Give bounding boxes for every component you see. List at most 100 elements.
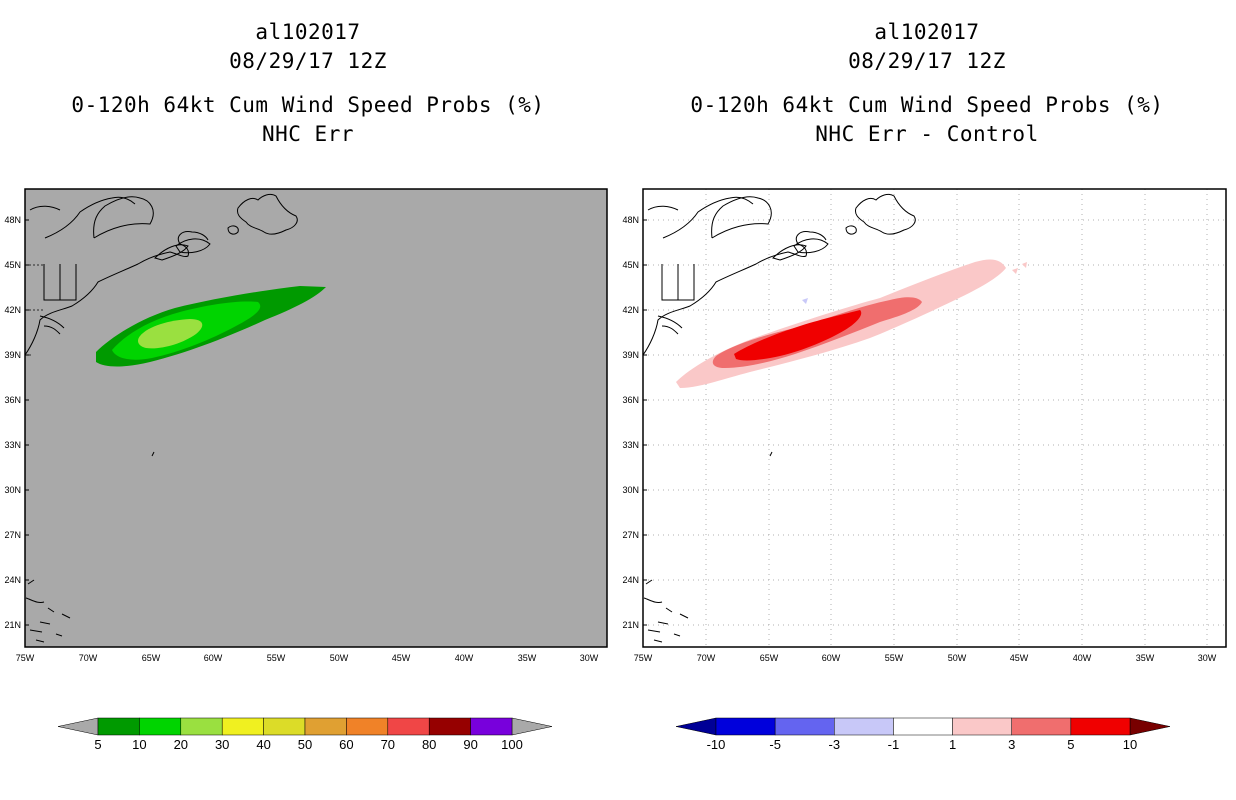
lon-tick-label: 40W <box>1073 653 1092 663</box>
right-colorbar: -10 -5 -3 -1 1 3 5 10 <box>675 717 1171 752</box>
right-map-background <box>643 189 1226 647</box>
left-map-frame <box>24 188 608 648</box>
lon-tick-label: 35W <box>518 653 537 663</box>
right-lon-axis: 75W 70W 65W 60W 55W 50W 45W 40W 35W 30W <box>634 653 1217 663</box>
lon-tick-label: 55W <box>267 653 286 663</box>
colorbar-swatch <box>139 717 182 736</box>
colorbar-swatch <box>346 717 389 736</box>
left-lat-axis: 48N 45N 42N 39N 36N 33N 30N 27N 24N 21N <box>4 215 29 630</box>
lon-tick-label: 45W <box>1010 653 1029 663</box>
lon-tick-label: 75W <box>16 653 35 663</box>
colorbar-swatch <box>387 717 430 736</box>
colorbar-swatch <box>1011 717 1072 736</box>
lat-tick-label: 33N <box>622 440 639 450</box>
left-map-background <box>25 189 607 647</box>
lon-tick-label: 65W <box>760 653 779 663</box>
colorbar-swatch <box>180 717 223 736</box>
lat-tick-label: 36N <box>4 395 21 405</box>
lat-tick-label: 27N <box>4 530 21 540</box>
lat-tick-label: 24N <box>4 575 21 585</box>
colorbar-label: 20 <box>174 737 188 752</box>
lat-tick-label: 30N <box>622 485 639 495</box>
right-map-frame <box>642 188 1227 648</box>
lat-tick-label: 39N <box>622 350 639 360</box>
left-lon-axis: 75W 70W 65W 60W 55W 50W 45W 40W 35W 30W <box>16 653 599 663</box>
lat-tick-label: 36N <box>622 395 639 405</box>
colorbar-label: 5 <box>1067 737 1074 752</box>
right-contour-neg-speck <box>802 298 808 304</box>
lat-tick-label: 48N <box>622 215 639 225</box>
colorbar-label: -1 <box>888 737 900 752</box>
lat-tick-label: 30N <box>4 485 21 495</box>
lat-tick-label: 27N <box>622 530 639 540</box>
colorbar-label: 1 <box>949 737 956 752</box>
colorbar-swatch <box>952 717 1012 736</box>
right-contour-1to3-speck <box>1012 262 1027 274</box>
lon-tick-label: 65W <box>142 653 161 663</box>
colorbar-label: 40 <box>256 737 270 752</box>
colorbar-swatch <box>221 717 264 736</box>
right-title-block: al102017 08/29/17 12Z 0-120h 64kt Cum Wi… <box>618 18 1236 149</box>
lon-tick-label: 60W <box>204 653 223 663</box>
lat-tick-label: 39N <box>4 350 21 360</box>
colorbar-swatch <box>428 717 471 736</box>
lat-tick-label: 21N <box>4 620 21 630</box>
colorbar-swatch <box>470 717 513 736</box>
colorbar-swatch <box>834 717 894 736</box>
colorbar-label: -3 <box>829 737 841 752</box>
lat-tick-label: 42N <box>622 305 639 315</box>
lon-tick-label: 70W <box>697 653 716 663</box>
colorbar-under-triangle <box>57 717 99 736</box>
lon-tick-label: 55W <box>885 653 904 663</box>
colorbar-label: 5 <box>94 737 101 752</box>
left-storm-id: al102017 <box>255 20 361 44</box>
colorbar-swatch <box>1070 717 1131 736</box>
left-colorbar: 5 10 20 30 40 50 60 70 80 90 100 <box>57 717 553 752</box>
colorbar-swatch <box>893 717 953 736</box>
colorbar-label: 50 <box>298 737 312 752</box>
left-coastlines <box>25 193 298 643</box>
lat-tick-label: 21N <box>622 620 639 630</box>
left-map: 48N 45N 42N 39N 36N 33N 30N 27N 24N 21N 75W 70W 65W… <box>4 188 608 663</box>
lat-tick-label: 24N <box>622 575 639 585</box>
colorbar-label: -10 <box>707 737 726 752</box>
colorbar-swatch <box>97 717 140 736</box>
left-subtitle: NHC Err <box>261 122 354 146</box>
colorbar-label: 80 <box>422 737 436 752</box>
left-datetime: 08/29/17 12Z <box>229 49 387 73</box>
right-contour-5to10 <box>734 310 862 361</box>
left-product-title: 0-120h 64kt Cum Wind Speed Probs (%) <box>71 93 545 117</box>
colorbar-label: 70 <box>381 737 395 752</box>
left-contour-20pct <box>138 319 203 349</box>
lon-tick-label: 60W <box>822 653 841 663</box>
lon-tick-label: 30W <box>1198 653 1217 663</box>
colorbar-swatch <box>304 717 347 736</box>
lon-tick-label: 50W <box>330 653 349 663</box>
right-lat-axis: 48N 45N 42N 39N 36N 33N 30N 27N 24N 21N <box>622 215 647 630</box>
lat-tick-label: 33N <box>4 440 21 450</box>
right-gridlines <box>643 189 1226 647</box>
lat-tick-label: 45N <box>4 260 21 270</box>
lon-tick-label: 75W <box>634 653 653 663</box>
lat-tick-label: 42N <box>4 305 21 315</box>
left-title-block: al102017 08/29/17 12Z 0-120h 64kt Cum Wi… <box>0 18 616 149</box>
right-product-title: 0-120h 64kt Cum Wind Speed Probs (%) <box>690 93 1164 117</box>
lon-tick-label: 70W <box>79 653 98 663</box>
colorbar-label: 3 <box>1008 737 1015 752</box>
right-datetime: 08/29/17 12Z <box>848 49 1006 73</box>
right-subtitle: NHC Err - Control <box>815 122 1039 146</box>
colorbar-over-triangle <box>1129 717 1171 736</box>
colorbar-label: 30 <box>215 737 229 752</box>
colorbar-over-triangle <box>511 717 553 736</box>
right-coastlines <box>643 193 916 643</box>
colorbar-swatch <box>774 717 835 736</box>
colorbar-label: 60 <box>339 737 353 752</box>
colorbar-under-triangle <box>675 717 717 736</box>
colorbar-label: 100 <box>501 737 523 752</box>
colorbar-swatch <box>263 717 306 736</box>
colorbar-label: 10 <box>1123 737 1137 752</box>
lon-tick-label: 45W <box>392 653 411 663</box>
lat-tick-label: 48N <box>4 215 21 225</box>
colorbar-label: -5 <box>769 737 781 752</box>
